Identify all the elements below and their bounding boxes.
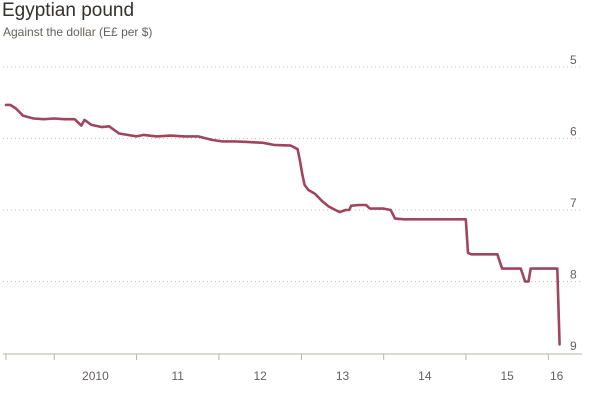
x-tick-label: 2010: [82, 369, 109, 383]
x-tick-label: 16: [550, 369, 564, 383]
y-tick-label: 8: [570, 268, 577, 282]
chart-subtitle: Against the dollar (E£ per $): [3, 25, 153, 39]
series-layer: [4, 103, 561, 346]
x-axis: 2010 11 12 13 14 15 16: [3, 353, 582, 383]
y-tick-label: 9: [570, 339, 577, 353]
y-tick-label: 7: [570, 196, 577, 210]
y-tick-label: 5: [570, 53, 577, 67]
y-axis-ticks: 5 6 7 8 9: [570, 53, 577, 353]
chart-title: Egyptian pound: [2, 0, 135, 21]
x-tick-label: 15: [500, 369, 514, 383]
gridlines: [3, 66, 582, 282]
series-line: [4, 103, 561, 346]
x-tick-label: 12: [253, 369, 267, 383]
x-tick-label: 14: [418, 369, 432, 383]
x-tick-label: 11: [171, 369, 184, 383]
y-tick-label: 6: [570, 125, 577, 139]
x-tick-label: 13: [336, 369, 350, 383]
